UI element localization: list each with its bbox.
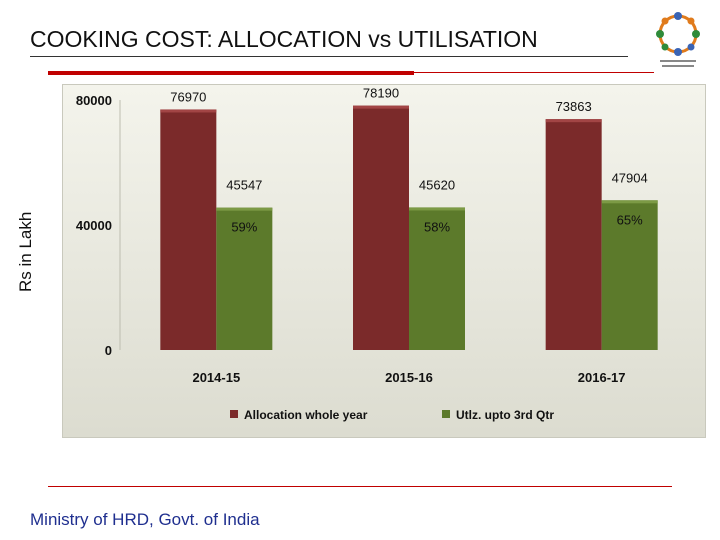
- bar-top-highlight: [160, 109, 217, 113]
- header-thin-rule: [414, 72, 654, 73]
- bar-top-highlight: [409, 207, 465, 211]
- y-tick-label: 80000: [76, 93, 112, 108]
- footer-text: Ministry of HRD, Govt. of India: [30, 510, 260, 529]
- percent-label: 58%: [424, 219, 450, 234]
- bar-top-highlight: [601, 200, 658, 204]
- data-label: 45620: [419, 177, 455, 192]
- legend-swatch: [442, 410, 450, 418]
- bar: [409, 207, 465, 350]
- percent-label: 65%: [617, 212, 643, 227]
- mid-day-meal-logo-icon: [656, 12, 700, 67]
- legend-swatch: [230, 410, 238, 418]
- data-label: 47904: [612, 170, 648, 185]
- x-tick-label: 2015-16: [385, 370, 433, 385]
- page-title: COOKING COST: ALLOCATION vs UTILISATION: [30, 26, 538, 52]
- legend-entry: Utlz. upto 3rd Qtr: [456, 408, 554, 422]
- bar: [216, 207, 273, 350]
- bar-top-highlight: [353, 105, 409, 109]
- title-underline: [30, 56, 628, 57]
- header-red-rule: [48, 71, 414, 75]
- legend-entry: Allocation whole year: [244, 408, 368, 422]
- bar: [601, 200, 658, 350]
- data-label: 73863: [556, 99, 592, 114]
- y-tick-label: 40000: [76, 218, 112, 233]
- bar: [160, 109, 217, 350]
- bar-chart: 0 40000 80000 76970 45547 59% 2014-15 78190 4562…: [76, 86, 658, 422]
- data-label: 76970: [170, 89, 206, 104]
- bar: [353, 105, 409, 350]
- data-label: 45547: [226, 178, 262, 193]
- footer-rule: [48, 486, 672, 487]
- data-label: 78190: [363, 86, 399, 101]
- bar-top-highlight: [545, 119, 602, 123]
- percent-label: 59%: [231, 220, 257, 235]
- x-tick-label: 2016-17: [578, 370, 626, 385]
- y-axis-label: Rs in Lakh: [16, 211, 35, 292]
- y-tick-label: 0: [105, 343, 112, 358]
- x-tick-label: 2014-15: [192, 370, 240, 385]
- bar: [545, 119, 602, 350]
- bar-top-highlight: [216, 207, 273, 211]
